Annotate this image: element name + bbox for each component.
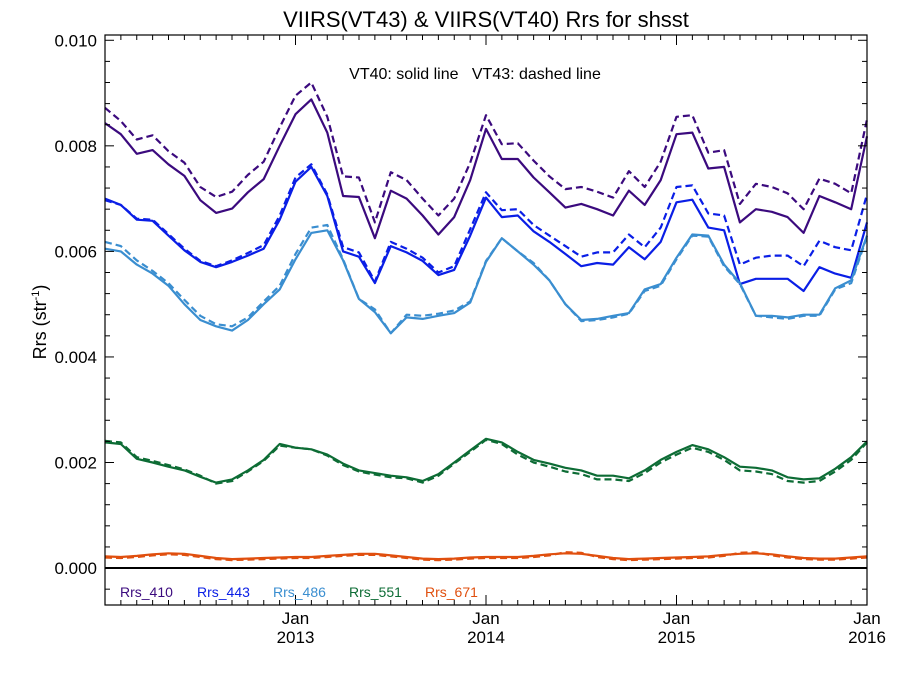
axes-layer: 0.0000.0020.0040.0060.0080.010Jan2013Jan… bbox=[54, 31, 885, 647]
series-line-rrs-443-vt43 bbox=[104, 163, 869, 283]
series-line-rrs-671-vt43 bbox=[104, 551, 868, 562]
y-axis-label-close: ) bbox=[30, 285, 50, 291]
series-line-rrs-551-vt43 bbox=[104, 438, 868, 485]
series-line-rrs-410-vt43 bbox=[104, 81, 869, 224]
series-line-rrs-410-vt40 bbox=[104, 98, 869, 240]
x-tick-label-year: 2013 bbox=[277, 628, 315, 647]
x-tick-label-month: Jan bbox=[472, 609, 499, 628]
x-tick-label-year: 2015 bbox=[658, 628, 696, 647]
y-tick-label: 0.008 bbox=[54, 137, 97, 156]
line-style-annotation: VT40: solid line VT43: dashed line bbox=[349, 66, 601, 83]
y-tick-label: 0.000 bbox=[54, 559, 97, 578]
legend: Rrs_410 Rrs_443 Rrs_486 Rrs_551 Rrs_671 bbox=[120, 584, 478, 600]
y-axis-label-main: Rrs (str bbox=[30, 300, 50, 359]
x-tick-label-month: Jan bbox=[853, 609, 880, 628]
y-tick-label: 0.004 bbox=[54, 348, 97, 367]
x-tick-label-year: 2016 bbox=[848, 628, 886, 647]
series-line-rrs-486-vt43 bbox=[104, 223, 869, 335]
y-axis-label-sup: -1 bbox=[30, 291, 42, 301]
x-tick-label-year: 2014 bbox=[467, 628, 505, 647]
x-tick-label-month: Jan bbox=[663, 609, 690, 628]
chart-title: VIIRS(VT43) & VIIRS(VT40) Rrs for shsst bbox=[283, 7, 689, 32]
y-tick-label: 0.002 bbox=[54, 454, 97, 473]
y-tick-label: 0.010 bbox=[54, 31, 97, 50]
y-tick-label: 0.006 bbox=[54, 242, 97, 261]
legend-entry-rrs-671: Rrs_671 bbox=[425, 584, 478, 600]
legend-entry-rrs-410: Rrs_410 bbox=[120, 584, 173, 600]
y-axis-label: Rrs (str-1) bbox=[30, 285, 50, 360]
legend-entry-rrs-551: Rrs_551 bbox=[349, 584, 402, 600]
series-layer bbox=[104, 81, 869, 562]
legend-entry-rrs-486: Rrs_486 bbox=[273, 584, 326, 600]
x-tick-label-month: Jan bbox=[282, 609, 309, 628]
legend-entry-rrs-443: Rrs_443 bbox=[197, 584, 250, 600]
